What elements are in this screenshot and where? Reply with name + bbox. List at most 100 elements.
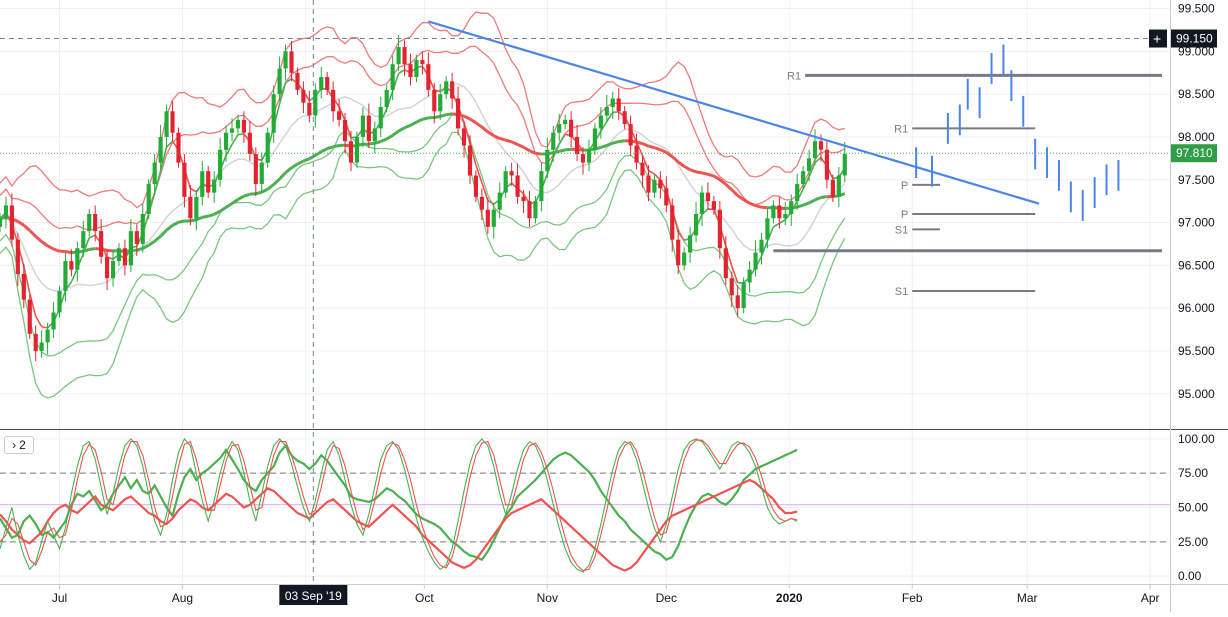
slow-ma-segment (327, 147, 333, 149)
candle-body (605, 107, 609, 116)
slow-ma-segment (494, 136, 500, 139)
candle-body (688, 235, 692, 252)
slow-ma-segment (262, 189, 268, 192)
candle-body (468, 146, 472, 176)
candle-body (111, 261, 115, 278)
candle-body (438, 94, 442, 111)
candle-body (819, 141, 823, 150)
slow-ma-segment (137, 248, 143, 250)
candle-body (135, 231, 139, 244)
slow-ma-segment (470, 119, 476, 123)
slow-ma-segment (155, 236, 161, 241)
time-tick-label: Feb (902, 591, 923, 605)
candle-body (581, 154, 585, 163)
candle-body (736, 295, 740, 308)
candle-body (771, 205, 775, 218)
slow-ma-segment (54, 249, 60, 251)
slow-ma-segment (672, 157, 678, 162)
pane-legend-label: 2 (19, 438, 26, 452)
slow-ma-segment (559, 150, 565, 152)
candle-body (194, 197, 198, 218)
candle-body (420, 60, 424, 64)
candle-body (385, 90, 389, 107)
slow-ma-segment (500, 138, 506, 140)
candle-body (640, 163, 644, 176)
slow-ma-segment (607, 143, 613, 145)
candle-body (319, 77, 323, 90)
slow-ma-segment (619, 141, 625, 142)
pane-legend-toggle[interactable]: › 2 (4, 436, 34, 454)
candle-body (224, 133, 228, 150)
candle-body (301, 90, 305, 103)
fast-ma-segment (559, 134, 565, 144)
candle-body (182, 163, 186, 197)
slow-ma-segment (821, 197, 827, 198)
candle-body (188, 197, 192, 218)
slow-ma-segment (648, 146, 654, 148)
candle-body (51, 312, 55, 329)
candle-body (170, 111, 174, 132)
slow-ma-segment (220, 207, 226, 211)
slow-ma-segment (809, 200, 815, 203)
candle-body (34, 334, 38, 351)
slow-ma-segment (660, 150, 666, 153)
candle-body (765, 218, 769, 239)
fast-ma-segment (232, 135, 238, 145)
candle-body (63, 261, 67, 291)
candle-body (670, 205, 674, 239)
slow-ma-segment (440, 115, 446, 117)
candle-body (367, 116, 371, 142)
pivot-label: P (901, 209, 908, 221)
candle-body (533, 201, 537, 218)
candle-body (575, 137, 579, 154)
slow-ma-segment (321, 149, 327, 152)
slow-ma-segment (410, 122, 416, 125)
time-tick-label: Jul (52, 591, 67, 605)
slow-ma-segment (286, 168, 292, 173)
candle-body (682, 253, 686, 266)
slow-ma-segment (654, 148, 660, 150)
osc-tick-label: 50.00 (1178, 501, 1208, 515)
slow-ma-segment (732, 190, 738, 196)
pivot-label: R1 (894, 123, 908, 135)
slow-ma-segment (36, 236, 42, 241)
candle-body (617, 98, 621, 111)
candle-body (456, 98, 460, 128)
slow-ma-segment (708, 174, 714, 176)
price-tick-label: 95.500 (1178, 344, 1215, 358)
slow-ma-segment (268, 185, 274, 190)
slow-ma-segment (643, 144, 649, 146)
candle-body (379, 107, 383, 128)
slow-ma-segment (815, 197, 821, 199)
candle-body (22, 274, 26, 300)
candle-body (450, 81, 454, 98)
candle-body (718, 210, 722, 249)
time-tick-label: Oct (415, 591, 434, 605)
candle-body (242, 120, 246, 133)
candle-body (337, 111, 341, 120)
candle-body (373, 128, 377, 141)
slow-ma-segment (399, 128, 405, 131)
time-tick-label: 2020 (776, 591, 803, 605)
candle-body (724, 248, 728, 278)
trend-line (428, 21, 1039, 203)
slow-ma-segment (750, 203, 756, 205)
fast-ma-segment (678, 232, 684, 240)
candle-body (397, 47, 401, 64)
candle-body (218, 150, 222, 180)
candle-body (694, 214, 698, 235)
candle-body (99, 231, 103, 257)
candle-body (801, 171, 805, 184)
candle-body (426, 64, 430, 90)
candle-body (206, 171, 210, 192)
candle-body (349, 141, 353, 162)
candle-body (730, 278, 734, 295)
candle-body (712, 201, 716, 210)
candle-body (147, 184, 151, 214)
fast-ma-segment (238, 134, 244, 135)
candle-body (28, 300, 32, 334)
candle-body (0, 218, 2, 227)
slow-ma-segment (512, 142, 518, 145)
